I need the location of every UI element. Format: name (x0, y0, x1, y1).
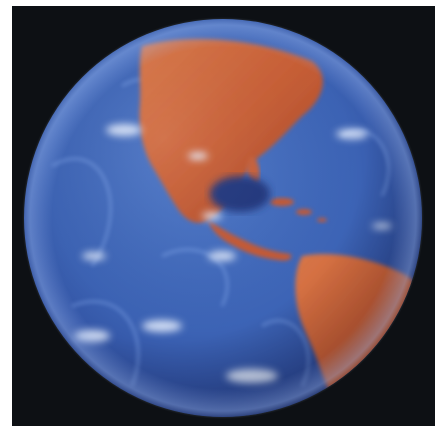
globe-illustration (22, 17, 424, 419)
atmosphere-rim (22, 17, 424, 419)
space-background (12, 6, 435, 426)
